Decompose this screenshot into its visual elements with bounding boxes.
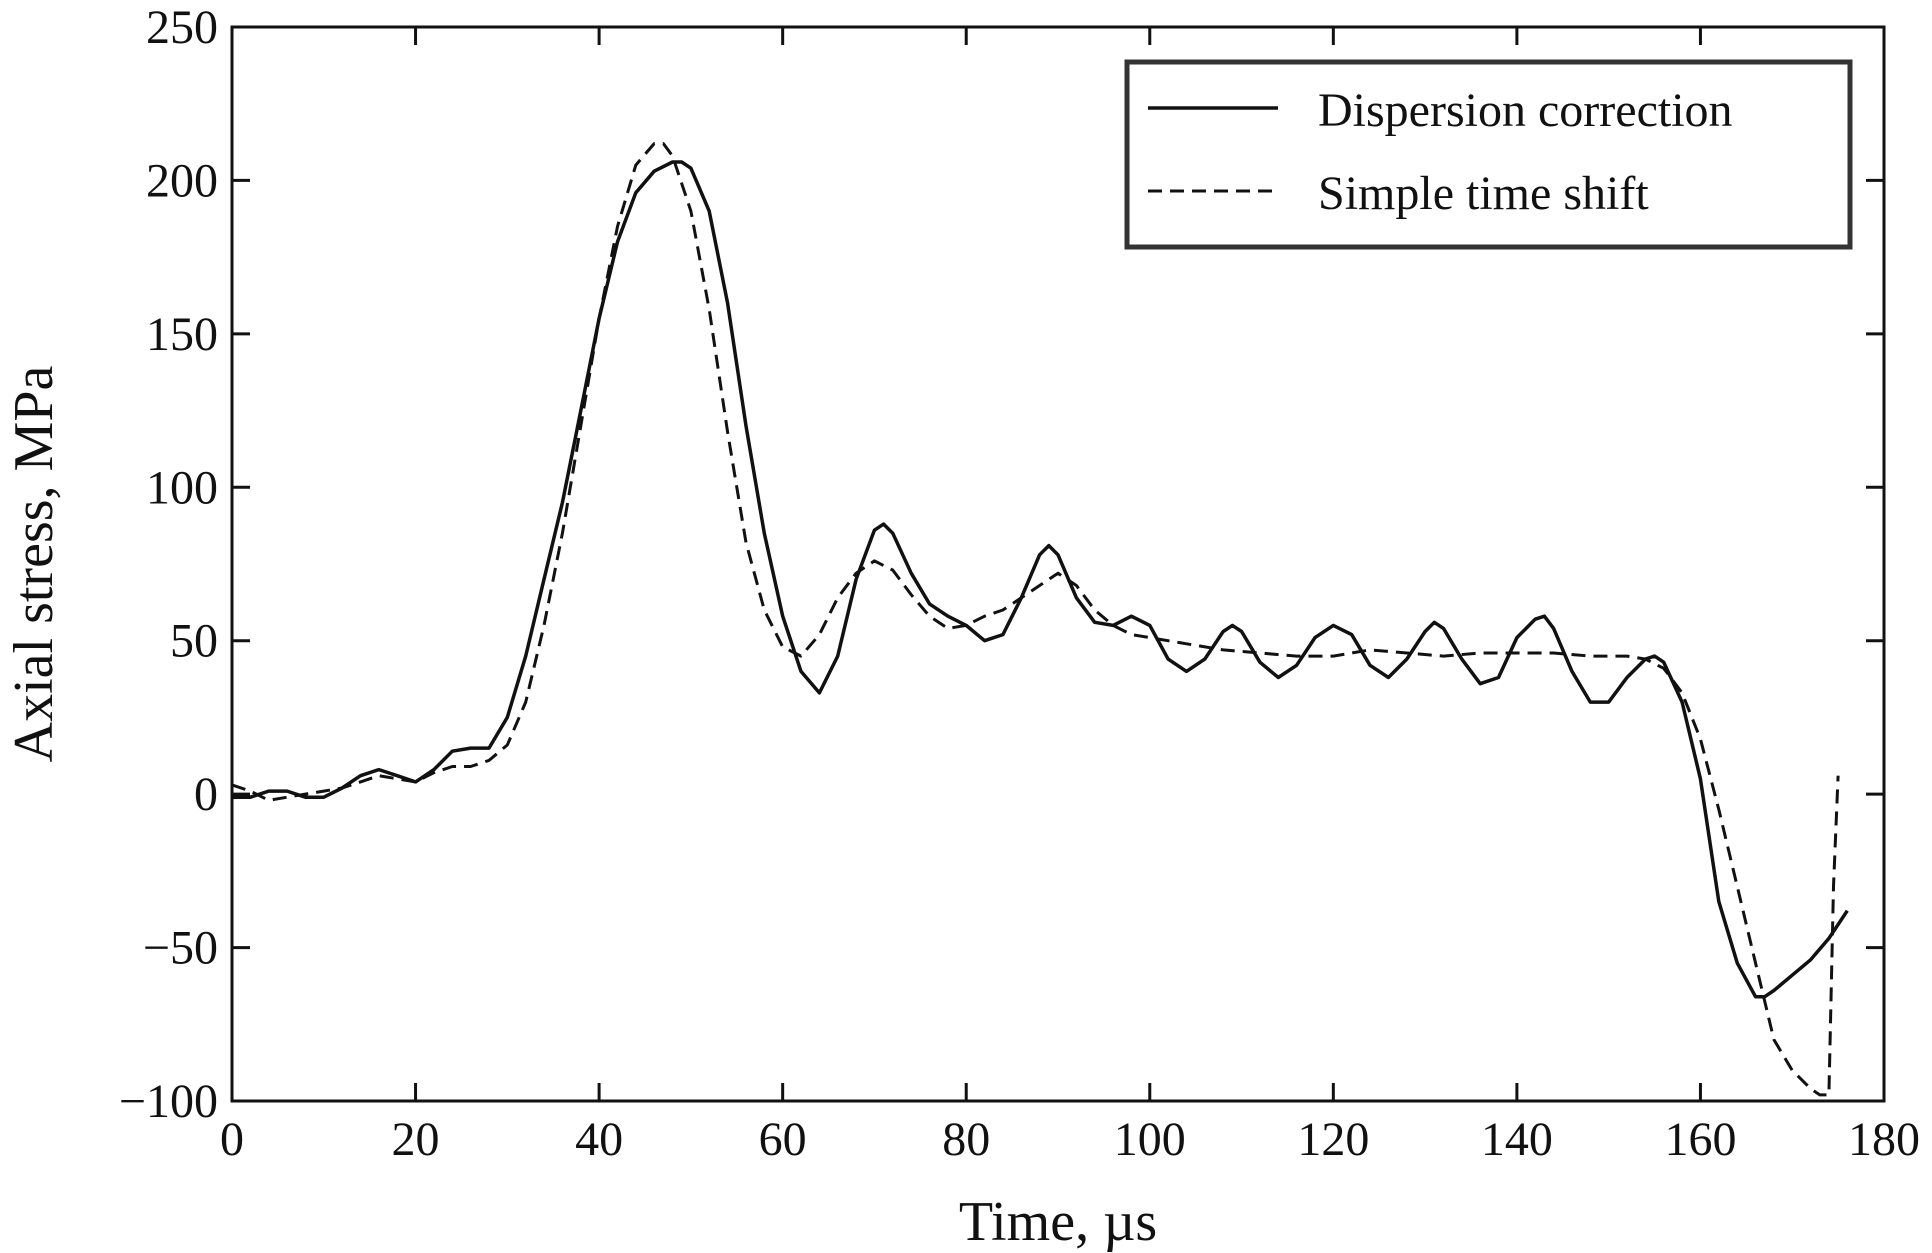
x-tick-label: 80 bbox=[942, 1113, 990, 1166]
y-tick-label: −100 bbox=[119, 1075, 218, 1128]
legend: Dispersion correction Simple time shift bbox=[1124, 59, 1853, 250]
x-tick-label: 20 bbox=[392, 1113, 440, 1166]
y-tick-label: 0 bbox=[194, 768, 218, 821]
y-tick-label: 250 bbox=[146, 1, 218, 54]
x-tick-labels: 0 20 40 60 80 100 120 140 160 180 bbox=[220, 1113, 1920, 1166]
x-tick-label: 120 bbox=[1297, 1113, 1369, 1166]
ticks-layer bbox=[230, 25, 1886, 1103]
legend-label-dispersion-correction: Dispersion correction bbox=[1318, 84, 1733, 137]
x-tick-label: 100 bbox=[1114, 1113, 1186, 1166]
x-axis-title: Time, µs bbox=[959, 1191, 1157, 1253]
y-tick-label: 200 bbox=[146, 154, 218, 207]
y-axis-title: Axial stress, MPa bbox=[3, 366, 65, 763]
x-tick-label: 160 bbox=[1664, 1113, 1736, 1166]
series-line-dispersion-correction bbox=[232, 160, 1849, 999]
x-tick-label: 0 bbox=[220, 1113, 244, 1166]
series-line-simple-time-shift bbox=[231, 142, 1840, 1097]
y-tick-label: −50 bbox=[143, 922, 218, 975]
y-tick-label: 150 bbox=[146, 308, 218, 361]
series-layer bbox=[231, 142, 1849, 1097]
x-tick-label: 60 bbox=[759, 1113, 807, 1166]
plot-frame bbox=[230, 25, 1886, 1103]
y-tick-labels: −100 −50 0 50 100 150 200 250 bbox=[119, 1, 218, 1128]
x-tick-label: 140 bbox=[1481, 1113, 1553, 1166]
x-tick-label: 40 bbox=[575, 1113, 623, 1166]
y-tick-label: 50 bbox=[170, 615, 218, 668]
y-tick-label: 100 bbox=[146, 461, 218, 514]
legend-label-simple-time-shift: Simple time shift bbox=[1318, 167, 1649, 220]
x-tick-label: 180 bbox=[1848, 1113, 1920, 1166]
legend-box bbox=[1124, 59, 1853, 250]
